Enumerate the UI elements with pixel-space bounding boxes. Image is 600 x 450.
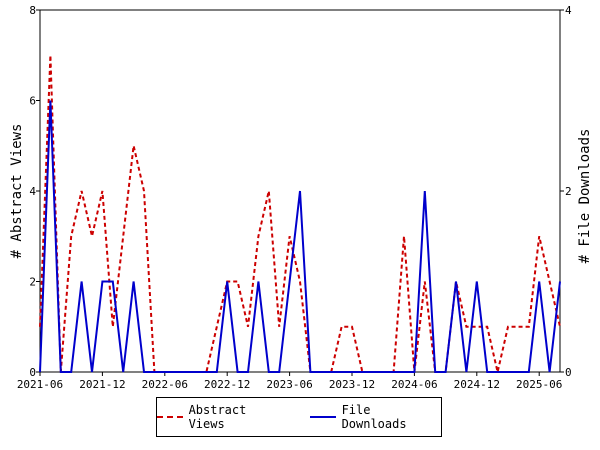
y-tick-label: 0 xyxy=(29,366,36,379)
y-axis-title: # Abstract Views xyxy=(9,124,25,259)
legend-item-file-downloads: File Downloads xyxy=(310,403,441,431)
y2-tick-label: 0 xyxy=(565,366,572,379)
x-tick-label: 2023-12 xyxy=(329,378,375,391)
series-line-file-downloads xyxy=(39,100,561,373)
x-tick-label: 2021-06 xyxy=(17,378,63,391)
x-tick-label: 2021-12 xyxy=(79,378,125,391)
legend-swatch-file-downloads xyxy=(310,416,336,418)
legend: Abstract Views File Downloads xyxy=(156,397,442,437)
y2-tick-label: 2 xyxy=(565,185,572,198)
y-tick-label: 8 xyxy=(29,4,36,17)
series-layer xyxy=(39,55,561,373)
tick-labels: 0 2 4 6 8 0 2 4 2021-06 2021-12 2022-06 2022-12 2023… xyxy=(17,4,572,391)
x-tick-label: 2024-06 xyxy=(391,378,437,391)
y-tick-label: 2 xyxy=(29,276,36,289)
y2-tick-label: 4 xyxy=(565,4,572,17)
legend-swatch-abstract-views xyxy=(157,416,183,418)
legend-label-abstract-views: Abstract Views xyxy=(188,403,247,431)
y-tick-label: 6 xyxy=(29,95,36,108)
x-tick-label: 2022-06 xyxy=(142,378,188,391)
x-tick-label: 2025-06 xyxy=(516,378,562,391)
legend-item-abstract-views: Abstract Views xyxy=(157,403,288,431)
series-line-abstract-views xyxy=(39,55,561,373)
y-tick-label: 4 xyxy=(29,185,36,198)
x-tick-label: 2022-12 xyxy=(204,378,250,391)
legend-label-file-downloads: File Downloads xyxy=(341,403,407,431)
x-tick-label: 2023-06 xyxy=(266,378,312,391)
y2-axis-title: # File Downloads xyxy=(577,129,593,264)
x-tick-label: 2024-12 xyxy=(454,378,500,391)
